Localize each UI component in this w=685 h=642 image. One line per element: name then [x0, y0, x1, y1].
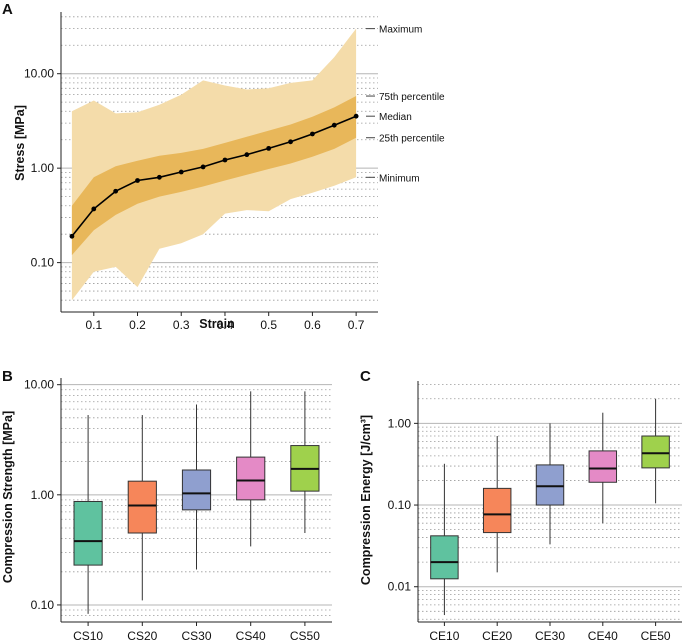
median-point — [200, 164, 206, 170]
boxes-b — [73, 391, 320, 614]
category-label: CS50 — [290, 629, 320, 642]
category-label: CE40 — [588, 629, 618, 642]
x-tick-label-a: 0.1 — [85, 318, 102, 332]
box-cs30 — [181, 469, 212, 511]
category-label: CE30 — [535, 629, 565, 642]
annotation-label: Maximum — [379, 25, 422, 36]
median-point — [135, 178, 140, 183]
y-tick-label-b: 1.00 — [31, 488, 55, 502]
category-label: CE50 — [641, 629, 671, 642]
category-label: CE20 — [482, 629, 512, 642]
box-cs20 — [127, 480, 157, 534]
annotation-label: Median — [379, 112, 412, 123]
x-tick-label-a: 0.7 — [348, 318, 365, 332]
box-cs40 — [236, 456, 266, 501]
x-tick-label-a: 0.3 — [173, 318, 190, 332]
median-point — [69, 233, 75, 239]
y-tick-label-a: 10.00 — [24, 67, 54, 81]
box-ce40 — [588, 450, 618, 483]
panel-letter-a: A — [2, 1, 13, 18]
box-ce30 — [535, 464, 565, 506]
category-label: CS40 — [236, 629, 266, 642]
box-ce50 — [641, 435, 670, 469]
x-tick-label-a: 0.4 — [217, 318, 234, 332]
axes-c: CE10 CE20 CE30 CE40 CE50 0.01 0.10 1.00 — [388, 381, 682, 642]
annotation-label: 25th percentile — [379, 134, 445, 145]
y-tick-label-b: 0.10 — [31, 598, 55, 612]
grid-b — [61, 384, 332, 623]
x-tick-label-a: 0.2 — [129, 318, 146, 332]
category-label: CE10 — [429, 629, 459, 642]
x-tick-label-a: 0.5 — [260, 318, 277, 332]
annotation-label: Minimum — [379, 173, 420, 184]
annotations-a: Maximum 75th percentile Median 25th percent… — [366, 25, 445, 184]
box-ce20 — [482, 487, 512, 534]
y-tick-label-a: 0.10 — [31, 256, 55, 270]
y-axis-title-a: Stress [MPa] — [13, 105, 27, 181]
y-tick-label-a: 1.00 — [31, 161, 55, 175]
y-axis-title-b: Compression Strength [MPa] — [1, 411, 15, 583]
y-axis-title-c: Compression Energy [J/cm³] — [359, 415, 373, 585]
y-tick-label-c: 0.10 — [388, 498, 412, 512]
median-point — [156, 174, 162, 180]
median-point — [244, 152, 250, 158]
axes-a: 0.1 0.2 0.3 0.4 0.5 0.6 0.7 0.10 1.00 10.00 — [24, 12, 378, 332]
median-line — [71, 115, 357, 237]
median-point — [178, 169, 184, 175]
box-cs10 — [73, 500, 103, 566]
median-series-a — [69, 113, 359, 239]
median-point — [331, 122, 337, 128]
axes-b: CS10 CS20 CS30 CS40 CS50 0.10 1.00 10.00 — [24, 378, 332, 642]
x-axis-title-a: Strain — [199, 317, 234, 331]
median-point — [310, 131, 315, 137]
category-label: CS10 — [73, 629, 103, 642]
interquartile-band — [71, 96, 357, 256]
bands-a — [71, 28, 357, 301]
median-point — [353, 113, 359, 119]
boxes-c — [430, 398, 670, 616]
category-label: CS20 — [127, 629, 157, 642]
box-ce10 — [430, 535, 459, 580]
y-tick-label-c: 0.01 — [388, 580, 412, 594]
panel-letter-c: C — [360, 368, 371, 385]
median-point — [266, 145, 272, 151]
y-tick-label-c: 1.00 — [388, 416, 412, 430]
median-point — [91, 206, 97, 212]
median-point — [288, 139, 293, 145]
median-point — [113, 188, 119, 194]
category-label: CS30 — [181, 629, 211, 642]
panel-letter-b: B — [2, 368, 13, 385]
annotation-label: 75th percentile — [379, 92, 445, 103]
y-tick-label-b: 10.00 — [24, 378, 54, 392]
median-point — [222, 157, 228, 163]
x-tick-label-a: 0.6 — [304, 318, 321, 332]
